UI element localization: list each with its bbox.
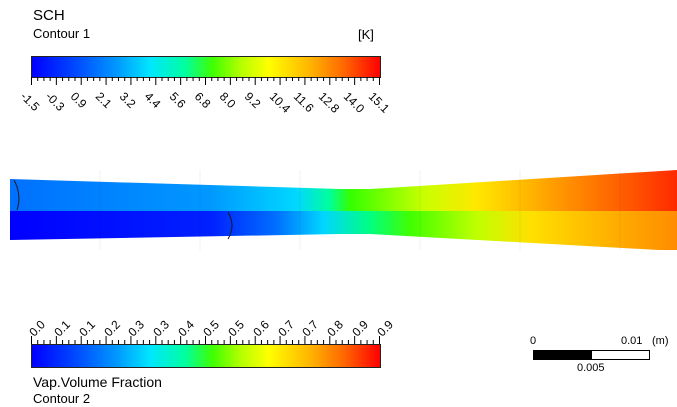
tick-label: 11.6 (291, 89, 318, 116)
scale-bar-black-segment (533, 350, 593, 360)
tick-label: 6.8 (191, 89, 214, 111)
legend-bottom-colorbar (31, 344, 381, 368)
tick-label: 14.0 (340, 89, 368, 116)
upper-contour-region (10, 170, 677, 211)
scale-start-label: 0 (530, 335, 537, 347)
tick-label: 12.8 (316, 89, 343, 116)
legend-top-title: SCH (33, 7, 65, 24)
scale-end-label: 0.01 (621, 335, 643, 347)
interface-line-lower (227, 211, 233, 240)
lower-contour-region (10, 211, 677, 250)
contour-plot (10, 170, 677, 250)
tick-label: 5.6 (166, 89, 189, 111)
legend-bottom-subtitle: Contour 2 (33, 391, 91, 406)
legend-top-ticks (31, 77, 380, 85)
scale-unit-label: (m) (652, 335, 669, 347)
tick-label: 4.4 (142, 89, 164, 111)
interface-line-upper (13, 179, 20, 211)
tick-label: -0.3 (42, 89, 68, 114)
legend-top-colorbar (31, 56, 381, 78)
tick-label: 10.4 (266, 89, 293, 116)
tick-label: 2.1 (92, 89, 115, 111)
tick-label: 0.9 (67, 89, 90, 111)
legend-bottom-ticks (31, 336, 380, 344)
tick-label: -1.5 (17, 89, 43, 114)
legend-bottom-title: Vap.Volume Fraction (33, 374, 162, 390)
scale-bar-white-segment (591, 350, 650, 360)
tick-label: 3.2 (117, 89, 139, 111)
legend-top-subtitle: Contour 1 (33, 26, 91, 41)
legend-top-unit: [K] (358, 27, 374, 42)
tick-label: 15.1 (365, 89, 393, 116)
tick-label: 9.2 (241, 89, 264, 111)
scale-mid-label: 0.005 (577, 362, 605, 374)
tick-label: 8.0 (216, 89, 239, 111)
